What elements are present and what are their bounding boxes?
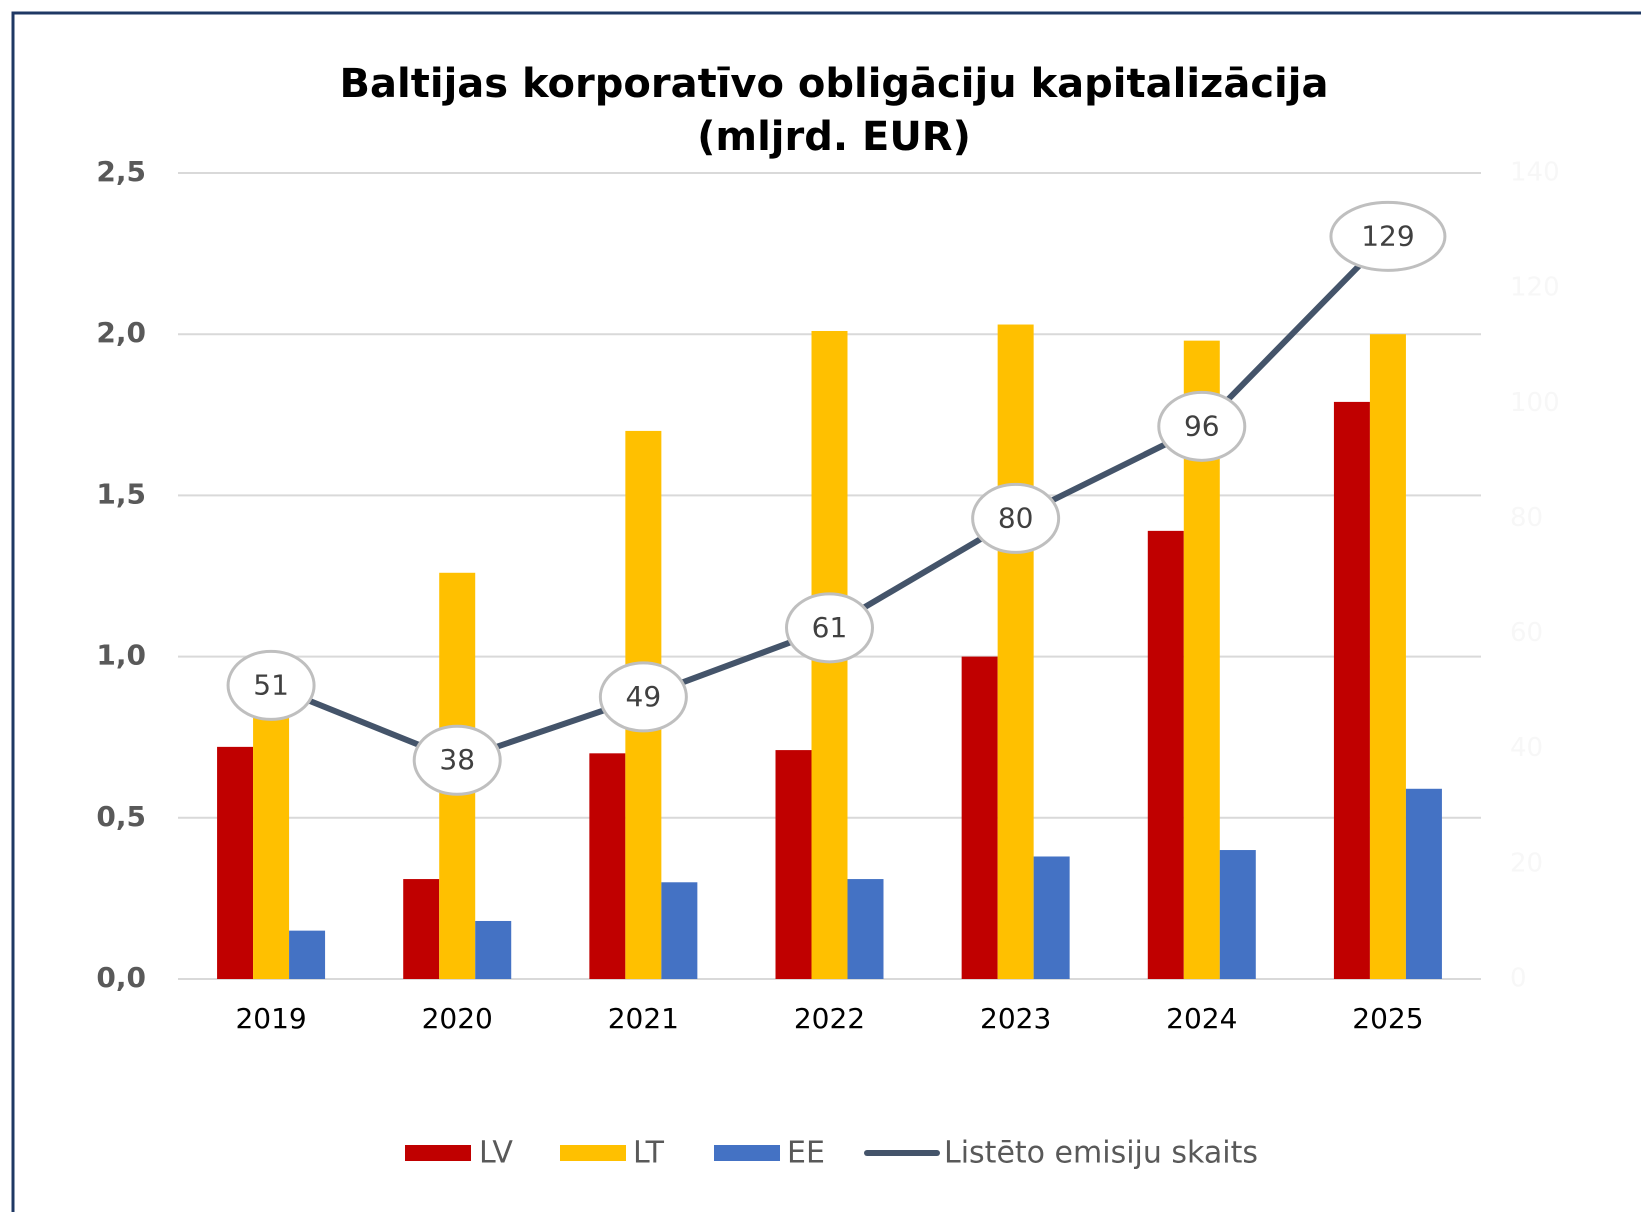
- y2-tick-label: 40: [1510, 733, 1543, 763]
- data-label-bubble: [1157, 390, 1247, 462]
- bar: [661, 882, 698, 979]
- data-label-bubble: [226, 649, 316, 721]
- bar: [1033, 856, 1070, 979]
- legend-swatch: [560, 1145, 626, 1161]
- y-tick-label: 2,0: [96, 316, 146, 349]
- x-tick-label: 2023: [980, 1002, 1051, 1035]
- data-label: 129: [1361, 219, 1414, 252]
- data-label: 38: [439, 743, 475, 776]
- legend-label: EE: [787, 1136, 825, 1171]
- chart-title: Baltijas korporatīvo obligāciju kapitali…: [340, 61, 1329, 107]
- x-tick-label: 2021: [608, 1002, 679, 1035]
- data-label-bubble: [971, 482, 1061, 554]
- y2-tick-label: 60: [1510, 618, 1543, 648]
- y-tick-label: 2,5: [96, 155, 146, 188]
- x-tick-label: 2022: [794, 1002, 865, 1035]
- x-tick-label: 2019: [235, 1002, 306, 1035]
- data-label-bubble: [598, 661, 688, 733]
- bar: [403, 879, 440, 979]
- legend-swatch: [714, 1145, 780, 1161]
- y-tick-label: 0,5: [96, 800, 146, 833]
- y-tick-label: 0,0: [96, 961, 146, 994]
- chart-subtitle: (mljrd. EUR): [697, 114, 971, 160]
- data-label-bubble: [1329, 200, 1447, 272]
- x-tick-label: 2020: [422, 1002, 493, 1035]
- y2-tick-label: 20: [1510, 848, 1543, 878]
- bar: [589, 753, 626, 979]
- data-label: 51: [253, 668, 289, 701]
- legend-label: LT: [633, 1136, 665, 1171]
- y2-tick-label: 100: [1510, 388, 1560, 418]
- bar: [1333, 401, 1370, 979]
- bar: [1147, 530, 1184, 979]
- y2-tick-label: 80: [1510, 503, 1543, 533]
- bar: [847, 879, 884, 979]
- x-tick-label: 2025: [1352, 1002, 1423, 1035]
- bar: [997, 324, 1034, 979]
- bar: [217, 746, 254, 979]
- y2-tick-label: 140: [1510, 158, 1560, 188]
- y-tick-label: 1,0: [96, 639, 146, 672]
- bar: [1219, 850, 1256, 979]
- data-label: 80: [998, 501, 1034, 534]
- bar: [961, 656, 998, 979]
- data-label-bubble: [412, 724, 502, 796]
- bar: [1405, 788, 1442, 979]
- data-label: 49: [626, 680, 662, 713]
- y-tick-label: 1,5: [96, 477, 146, 510]
- bar: [289, 930, 326, 979]
- y2-tick-label: 120: [1510, 273, 1560, 303]
- legend-label: LV: [479, 1136, 513, 1171]
- legend-label: Listēto emisiju skaits: [944, 1136, 1258, 1171]
- bar: [775, 750, 812, 979]
- legend-swatch: [405, 1145, 471, 1161]
- y2-tick-label: 0: [1510, 964, 1527, 994]
- data-label: 61: [812, 611, 848, 644]
- bar: [475, 920, 512, 979]
- bar: [253, 704, 290, 979]
- x-tick-label: 2024: [1166, 1002, 1237, 1035]
- data-label: 96: [1184, 409, 1220, 442]
- data-label-bubble: [785, 592, 874, 664]
- bar: [1369, 334, 1406, 979]
